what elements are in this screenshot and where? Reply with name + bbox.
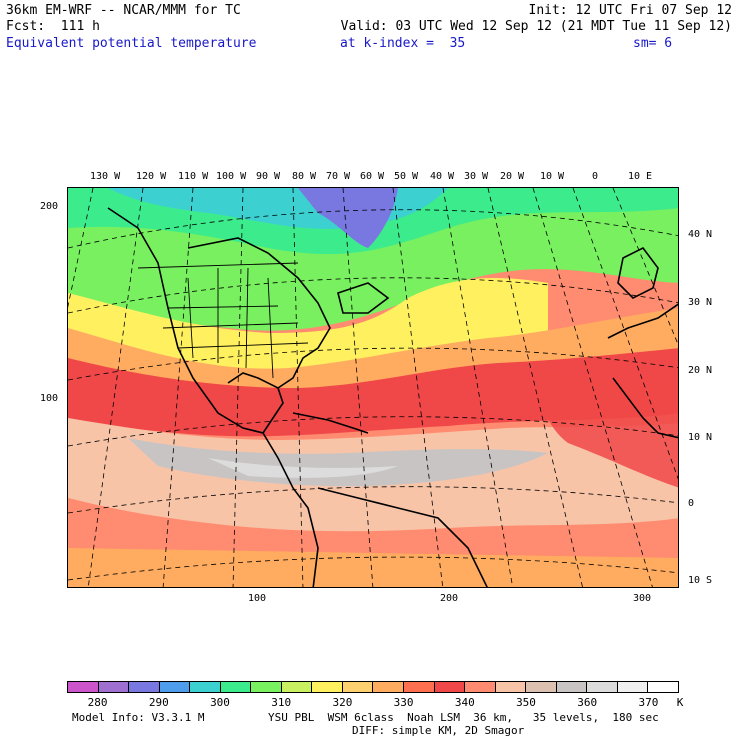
colorbar-swatch [129, 682, 160, 692]
colorbar-swatch [465, 682, 496, 692]
grid-x-tick-label: 200 [440, 593, 459, 604]
physics-info: YSU PBL WSM 6class Noah LSM 36 km, 35 le… [268, 711, 659, 724]
longitude-tick-label: 20 W [500, 171, 525, 182]
latitude-tick-label: 40 N [688, 229, 713, 240]
colorbar-swatch [281, 682, 313, 692]
latitude-tick-label: 0 [688, 498, 695, 509]
colorbar-swatch [98, 682, 130, 692]
latitude-tick-label: 20 N [688, 365, 713, 376]
longitude-tick-label: 50 W [394, 171, 419, 182]
theta-e-map [68, 188, 678, 587]
grid-x-tick-label: 300 [633, 593, 652, 604]
colorbar-label: 300 [210, 696, 230, 709]
colorbar-label: 360 [577, 696, 598, 709]
init-time: Init: 12 UTC Fri 07 Sep 12 [528, 3, 733, 18]
colorbar-label: 340 [454, 696, 475, 709]
longitude-tick-label: 70 W [326, 171, 351, 182]
coastlines [107, 207, 678, 587]
colorbar-label: 280 [87, 696, 108, 709]
colorbar [67, 681, 679, 693]
colorbar-swatch [159, 682, 191, 692]
longitude-tick-label: 80 W [292, 171, 317, 182]
colorbar-swatch [220, 682, 252, 692]
band-red-east [538, 368, 678, 488]
colorbar-swatch [434, 682, 466, 692]
longitude-tick-label: 30 W [464, 171, 489, 182]
map-plot [67, 187, 679, 588]
smoothing-info: sm= 6 [633, 36, 673, 51]
colorbar-swatch [556, 682, 588, 692]
latitude-tick-label: 10 N [688, 432, 713, 443]
valid-time: Valid: 03 UTC Wed 12 Sep 12 (21 MDT Tue … [340, 19, 732, 34]
longitude-tick-label: 10 W [540, 171, 565, 182]
longitude-tick-label: 60 W [360, 171, 385, 182]
colorbar-unit: K [676, 696, 684, 709]
colorbar-swatch [526, 682, 557, 692]
forecast-hour: Fcst: 111 h [6, 19, 100, 34]
colorbar-swatch [617, 682, 649, 692]
longitude-tick-label: 40 W [430, 171, 455, 182]
colorbar-label: 320 [332, 696, 353, 709]
colorbar-label: 370 [638, 696, 659, 709]
colorbar-swatch [495, 682, 527, 692]
political-borders [137, 262, 309, 379]
band-light-gray [208, 458, 398, 478]
latitude-tick-label: 30 N [688, 297, 713, 308]
band-blue-north [298, 188, 398, 248]
longitude-tick-label: 100 W [216, 171, 247, 182]
colorbar-label: 310 [271, 696, 292, 709]
grid-y-tick-label: 200 [40, 201, 59, 212]
longitude-tick-label: 120 W [136, 171, 167, 182]
colorbar-swatch [312, 682, 343, 692]
longitude-tick-label: 90 W [256, 171, 281, 182]
colorbar-swatch [587, 682, 618, 692]
level-info: at k-index = 35 [340, 36, 466, 51]
colorbar-swatch [373, 682, 405, 692]
longitude-tick-label: 10 E [628, 171, 653, 182]
colorbar-label: 330 [393, 696, 414, 709]
colorbar-swatch [342, 682, 374, 692]
latitude-lines [68, 209, 678, 581]
colorbar-label: 350 [516, 696, 536, 709]
colorbar-swatch [648, 682, 678, 692]
colorbar-label: 290 [148, 696, 169, 709]
colorbar-swatch [190, 682, 221, 692]
grid-y-tick-label: 100 [40, 393, 59, 404]
band-orange-south [68, 548, 678, 587]
longitude-lines [68, 188, 678, 587]
colorbar-swatch [68, 682, 99, 692]
longitude-tick-label: 130 W [90, 171, 121, 182]
model-title: 36km EM-WRF -- NCAR/MMM for TC [6, 3, 241, 18]
model-info: Model Info: V3.3.1 M [72, 711, 205, 724]
colorbar-swatch [404, 682, 435, 692]
longitude-tick-label: 0 [592, 171, 599, 182]
band-gray-tropics [128, 438, 548, 487]
latitude-tick-label: 10 S [688, 575, 713, 586]
diffusion-info: DIFF: simple KM, 2D Smagor [352, 724, 525, 737]
longitude-tick-label: 110 W [178, 171, 209, 182]
colorbar-swatch [251, 682, 282, 692]
field-name: Equivalent potential temperature [6, 36, 257, 51]
grid-x-tick-label: 100 [248, 593, 267, 604]
